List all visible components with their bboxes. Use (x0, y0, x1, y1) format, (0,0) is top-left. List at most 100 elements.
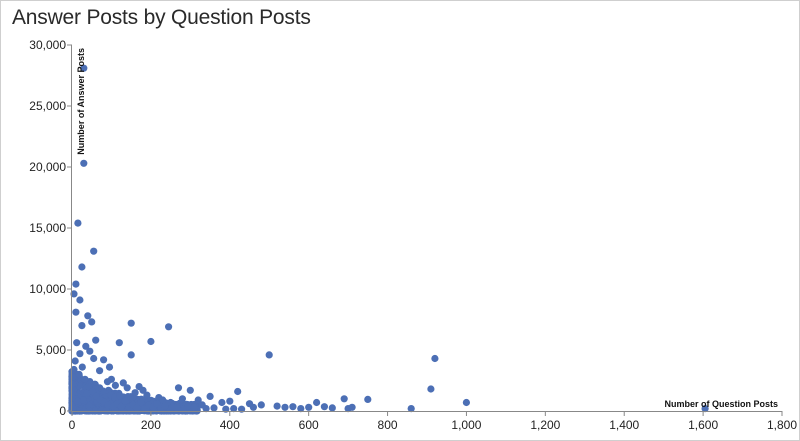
scatter-point (121, 397, 129, 405)
x-tick-label: 400 (220, 418, 240, 432)
scatter-point (86, 347, 94, 355)
x-tick-label: 600 (299, 418, 319, 432)
scatter-point (123, 384, 131, 392)
scatter-point (234, 387, 242, 396)
scatter-point (70, 365, 78, 374)
scatter-point (90, 354, 98, 363)
scatter-point (289, 403, 297, 411)
scatter-point (131, 389, 139, 397)
scatter-point (147, 337, 155, 346)
scatter-point (71, 357, 79, 365)
scatter-point-cluster (85, 407, 93, 415)
y-tick-label: 5,000 (36, 343, 66, 357)
y-tick-label: 10,000 (29, 282, 66, 296)
scatter-point (210, 404, 218, 412)
scatter-point (111, 381, 119, 389)
scatter-point (172, 404, 181, 412)
scatter-point (297, 405, 305, 413)
scatter-point-cluster (83, 389, 91, 398)
scatter-point (462, 398, 470, 407)
scatter-point (88, 387, 97, 396)
scatter-point (281, 403, 289, 411)
scatter-point (69, 380, 77, 388)
scatter-point (82, 342, 90, 350)
scatter-point (320, 403, 328, 411)
scatter-point (265, 351, 273, 359)
scatter-point (305, 403, 313, 411)
scatter-point (127, 351, 135, 359)
x-tick-label: 200 (141, 418, 161, 432)
y-tick-label: 30,000 (29, 38, 66, 52)
scatter-point (701, 405, 709, 413)
x-tick-label: 1,800 (767, 418, 797, 432)
chart-title: Answer Posts by Question Posts (12, 6, 311, 29)
scatter-point (313, 398, 321, 407)
scatter-point (273, 402, 281, 410)
scatter-point-cluster (116, 392, 124, 400)
y-tick-label: 15,000 (29, 221, 66, 235)
x-tick-label: 1,000 (451, 418, 481, 432)
scatter-point (105, 363, 114, 371)
scatter-point (72, 308, 80, 316)
x-tick-label: 1,400 (609, 418, 639, 432)
scatter-point (230, 405, 238, 413)
y-tick-label: 20,000 (29, 160, 66, 174)
scatter-point (115, 339, 123, 347)
scatter-point (135, 383, 143, 391)
scatter-point (184, 402, 192, 410)
scatter-point (76, 296, 84, 304)
scatter-point (431, 354, 439, 363)
x-tick-label: 800 (378, 418, 398, 432)
scatter-point (127, 319, 135, 327)
scatter-point (190, 403, 198, 411)
scatter-point (165, 323, 173, 331)
scatter-point (119, 379, 127, 387)
scatter-point (88, 318, 96, 326)
scatter-point (257, 401, 265, 409)
scatter-point (206, 392, 214, 400)
scatter-point (78, 263, 86, 271)
scatter-point (159, 396, 167, 404)
scatter-point (218, 398, 226, 407)
scatter-point (100, 356, 108, 364)
scatter-point (407, 405, 415, 413)
y-axis-ticks: 0 5,000 10,000 15,000 20,000 25,000 30,000 (29, 38, 72, 418)
y-axis-label: Number of Answer Posts (76, 48, 86, 155)
scatter-point (364, 395, 372, 403)
scatter-point (75, 370, 83, 378)
points-layer (68, 64, 709, 415)
scatter-point (340, 395, 348, 403)
scatter-point (133, 404, 141, 412)
scatter-point (92, 336, 100, 344)
x-axis-ticks: 0 200 400 600 800 1,000 1,200 1,400 1,600 1,800 (69, 411, 797, 432)
y-tick-label: 0 (59, 404, 66, 418)
scatter-point (80, 159, 88, 167)
scatter-point (194, 396, 202, 404)
scatter-point (84, 312, 92, 320)
scatter-point (85, 383, 93, 391)
scatter-point (73, 339, 81, 347)
scatter-point (78, 322, 86, 330)
scatter-point (73, 397, 82, 405)
scatter-point (96, 367, 104, 375)
scatter-point (178, 395, 186, 403)
x-tick-label: 1,200 (530, 418, 560, 432)
scatter-point (137, 398, 145, 407)
scatter-point (186, 386, 194, 394)
x-axis-label: Number of Question Posts (664, 399, 778, 409)
scatter-point (80, 64, 88, 72)
scatter-point (117, 403, 125, 411)
y-tick-label: 25,000 (29, 99, 66, 113)
scatter-point (81, 375, 89, 383)
scatter-point (74, 219, 82, 227)
scatter-point (174, 384, 183, 392)
scatter-point (328, 404, 336, 412)
scatter-point (161, 402, 169, 410)
scatter-point (226, 397, 234, 405)
scatter-point (143, 391, 151, 399)
scatter-point (72, 280, 80, 288)
scatter-point-cluster (102, 407, 110, 415)
scatter-point (103, 378, 112, 386)
scatter-point (90, 247, 98, 255)
